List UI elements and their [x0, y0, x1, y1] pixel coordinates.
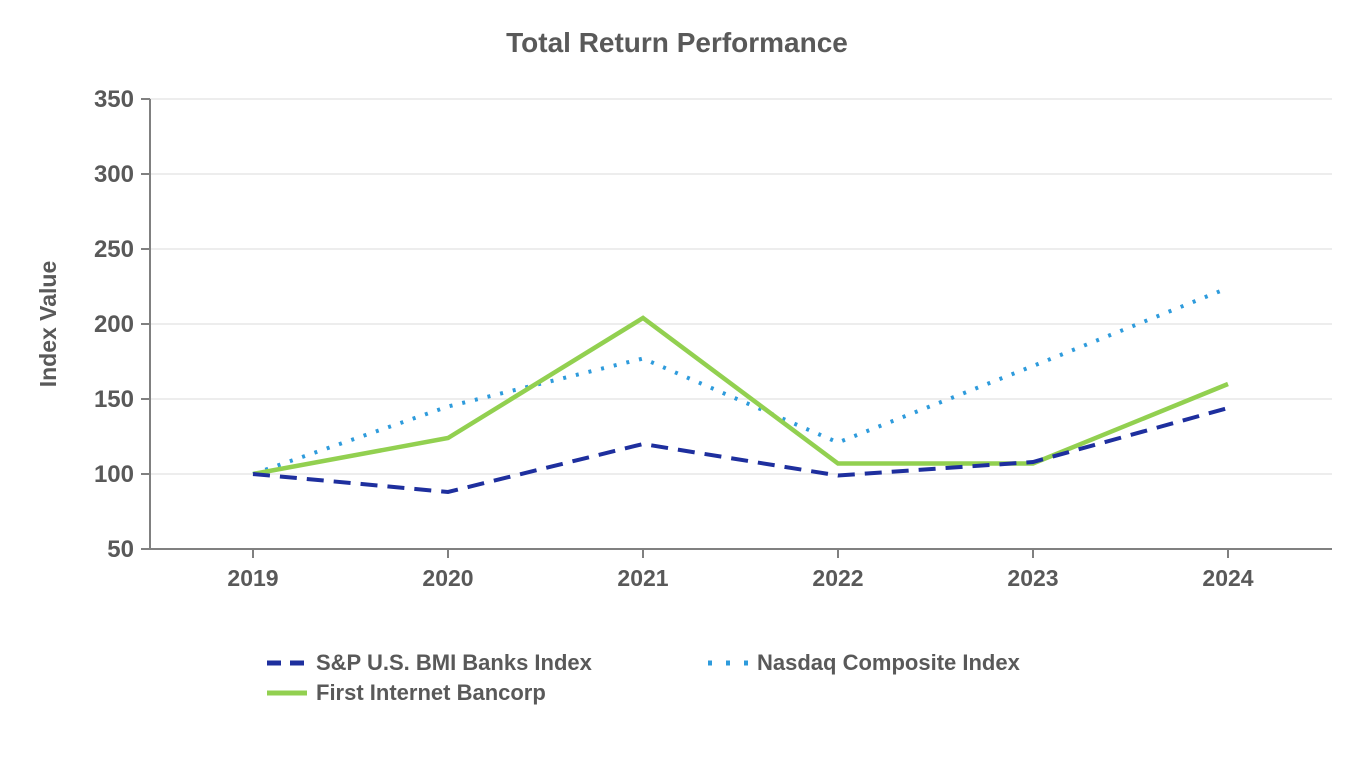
y-tick-label: 50: [107, 536, 134, 563]
y-tick-label: 200: [94, 311, 134, 338]
y-tick-label: 150: [94, 386, 134, 413]
x-tick-label: 2019: [227, 565, 278, 591]
y-tick-label: 250: [94, 236, 134, 263]
legend-swatch-dashed-icon: [267, 660, 307, 666]
legend-label: First Internet Bancorp: [316, 680, 546, 705]
plot-area: 50 100 150 200 250 300 350 2019 2020 2021 2022 2023…: [35, 27, 1332, 591]
legend-item-0: S&P U.S. BMI Banks Index: [267, 650, 592, 676]
x-tick-label: 2022: [812, 565, 863, 591]
legend-item-2: First Internet Bancorp: [267, 680, 546, 706]
x-tick-label: 2023: [1007, 565, 1058, 591]
axis-ticks: [141, 98, 1229, 558]
series-line-2: [252, 315, 1229, 477]
series-line-0: [252, 406, 1229, 495]
gridlines: [150, 98, 1332, 475]
legend-swatch-dotted-icon: [708, 660, 748, 666]
y-tick-label: 350: [94, 86, 134, 113]
legend-label: S&P U.S. BMI Banks Index: [316, 650, 592, 675]
y-tick-label: 300: [94, 161, 134, 188]
series-line-1: [252, 286, 1229, 476]
x-tick-label: 2021: [617, 565, 668, 591]
y-axis-label: Index Value: [35, 261, 61, 388]
x-tick-label: 2020: [422, 565, 473, 591]
x-tick-label: 2024: [1202, 565, 1253, 591]
legend-swatch-solid-icon: [267, 690, 307, 696]
legend-label: Nasdaq Composite Index: [757, 650, 1020, 675]
legend-item-1: Nasdaq Composite Index: [708, 650, 1020, 676]
y-tick-label: 100: [94, 461, 134, 488]
axis-tick-labels: 50 100 150 200 250 300 350 2019 2020 2021 2022 2023…: [94, 86, 1254, 591]
series-lines: [252, 286, 1229, 495]
chart-title: Total Return Performance: [506, 27, 848, 58]
